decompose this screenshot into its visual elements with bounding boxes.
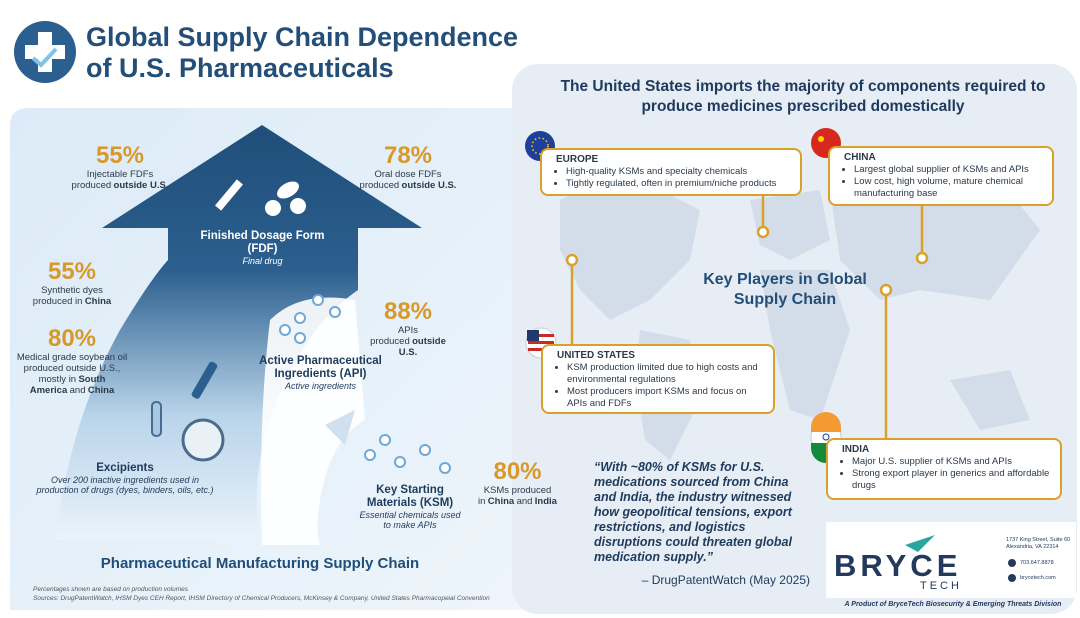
address: 1737 King Street, Suite 60 Alexandria, VA… — [1006, 537, 1070, 551]
title-line: Global Supply Chain Dependence — [86, 22, 519, 52]
phone: 703.647.8878 — [1020, 560, 1054, 566]
footnote: Percentages shown are based on productio… — [33, 586, 189, 593]
stage-note: Final drug — [242, 256, 283, 266]
headline: The United States imports the majority o… — [560, 78, 1046, 115]
map-label: Key Players in Global Supply Chain — [703, 271, 867, 308]
bullet: Strong export player in generics and aff… — [852, 468, 1052, 492]
title-line: of U.S. Pharmaceuticals — [86, 53, 394, 83]
panel-caption: Pharmaceutical Manufacturing Supply Chai… — [100, 555, 420, 572]
stage: Key Starting Materials (KSM) Essential ch… — [355, 484, 465, 530]
stat-text: China — [84, 296, 112, 307]
region-name: EUROPE — [556, 154, 599, 165]
bullet: KSM production limited due to high costs… — [567, 362, 765, 386]
stat-text: Injectable FDFs produced — [71, 169, 154, 191]
stage-note: Essential chemicals used to make APIs — [359, 510, 461, 530]
stat: 80% KSMs produced in China and India — [470, 458, 565, 507]
bullet: Tightly regulated, often in premium/nich… — [566, 178, 792, 190]
stat: 80% Medical grade soybean oil produced ou… — [12, 325, 132, 396]
tagline: A Product of BryceTech Biosecurity & Eme… — [844, 601, 1062, 608]
logo-sub: TECH — [920, 580, 962, 592]
bullet: Largest global supplier of KSMs and APIs — [854, 164, 1044, 176]
stat: 55% Injectable FDFs produced outside U.S. — [60, 142, 180, 191]
region-name: UNITED STATES — [557, 350, 635, 361]
stat-value: 78% — [383, 142, 433, 169]
bullet: Most producers import KSMs and focus on … — [567, 386, 765, 410]
stat-text: outside U.S. — [401, 180, 457, 191]
stat-value: 55% — [95, 142, 145, 169]
stat-text: South America — [29, 374, 106, 396]
stat-value: 80% — [47, 325, 97, 352]
region-box: EUROPEHigh-quality KSMs and specialty ch… — [540, 148, 802, 196]
stat-value: 88% — [383, 298, 433, 325]
address-line: Alexandria, VA 22314 — [1006, 544, 1059, 550]
stat-text: China — [87, 385, 115, 396]
region-name: INDIA — [842, 444, 870, 455]
stage-name: Excipients — [96, 462, 154, 474]
footnote: Sources: DrugPatentWatch, IHSM Dyes CEH … — [33, 595, 490, 602]
stat-text: and — [516, 496, 533, 507]
stat-value: 55% — [47, 258, 97, 285]
stage-note: Active ingredients — [284, 381, 357, 391]
region-box: CHINALargest global supplier of KSMs and… — [828, 146, 1054, 206]
region-box: INDIAMajor U.S. supplier of KSMs and API… — [826, 438, 1062, 500]
stage: Excipients Over 200 inactive ingredients … — [30, 462, 220, 495]
address-line: 1737 King Street, Suite 60 — [1006, 537, 1071, 543]
stat-text: Synthetic dyes produced in — [32, 285, 103, 307]
bullet: High-quality KSMs and specialty chemical… — [566, 166, 792, 178]
quote: “With ~80% of KSMs for U.S. medications … — [594, 460, 792, 564]
stat-value: 80% — [493, 458, 542, 485]
stage-name: Active Pharmaceutical Ingredients (API) — [259, 355, 382, 380]
stat-text: Oral dose FDFs produced — [359, 169, 442, 191]
stat-text: India — [534, 496, 557, 507]
stage-name: Key Starting Materials (KSM) — [366, 484, 454, 509]
stat: 55% Synthetic dyes produced in China — [22, 258, 122, 307]
title: Global Supply Chain Dependence of U.S. Ph… — [86, 22, 518, 84]
stat-text: KSMs produced in — [478, 485, 552, 507]
website: brycetech.com — [1020, 575, 1056, 581]
stage-name: Finished Dosage Form (FDF) — [200, 230, 325, 255]
bullet: Major U.S. supplier of KSMs and APIs — [852, 456, 1052, 468]
stat: 88% APIs produced outside U.S. — [368, 298, 448, 358]
stat-text: Medical grade soybean oil produced outsi… — [16, 352, 128, 385]
stat-text: China — [487, 496, 515, 507]
bullet-list: Largest global supplier of KSMs and APIs… — [844, 164, 1044, 200]
logo-word: BRYCE — [834, 548, 962, 583]
stat-text: APIs produced — [370, 325, 419, 347]
region-box: UNITED STATESKSM production limited due … — [541, 344, 775, 414]
stage: Active Pharmaceutical Ingredients (API) A… — [258, 355, 383, 391]
bullet: Low cost, high volume, mature chemical m… — [854, 176, 1044, 200]
stat: 78% Oral dose FDFs produced outside U.S. — [348, 142, 468, 191]
stat-text: outside U.S. — [113, 180, 169, 191]
stat-text: outside U.S. — [398, 336, 446, 358]
bullet-list: KSM production limited due to high costs… — [557, 362, 765, 410]
quote-attribution: – DrugPatentWatch (May 2025) — [641, 573, 810, 587]
region-name: CHINA — [844, 152, 876, 163]
stat-text: and — [69, 385, 86, 396]
bullet-list: Major U.S. supplier of KSMs and APIsStro… — [842, 456, 1052, 492]
bullet-list: High-quality KSMs and specialty chemical… — [556, 166, 792, 190]
stage: Finished Dosage Form (FDF) Final drug — [195, 230, 330, 266]
stage-note: Over 200 inactive ingredients used in pr… — [36, 475, 214, 495]
